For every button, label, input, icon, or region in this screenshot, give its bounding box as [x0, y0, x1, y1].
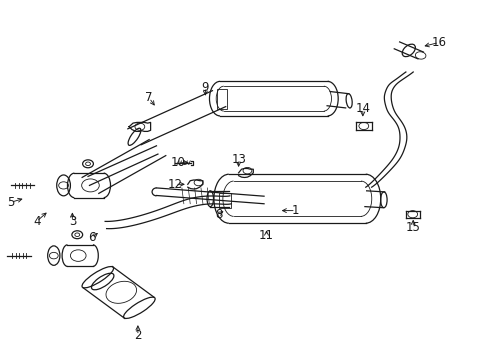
Text: 2: 2 — [134, 329, 142, 342]
Text: 9: 9 — [201, 81, 209, 94]
Text: 15: 15 — [405, 221, 420, 234]
Text: 5: 5 — [7, 196, 15, 209]
Text: 8: 8 — [215, 208, 223, 221]
Text: 1: 1 — [291, 204, 299, 217]
Text: 7: 7 — [145, 91, 153, 104]
Text: 6: 6 — [88, 231, 96, 244]
Text: 12: 12 — [167, 178, 182, 191]
Text: 16: 16 — [431, 36, 446, 49]
Text: 4: 4 — [33, 215, 41, 228]
Text: 10: 10 — [171, 156, 185, 169]
Text: 14: 14 — [355, 102, 369, 115]
Text: 11: 11 — [259, 229, 273, 242]
Text: 13: 13 — [231, 153, 245, 166]
Text: 3: 3 — [68, 215, 76, 228]
